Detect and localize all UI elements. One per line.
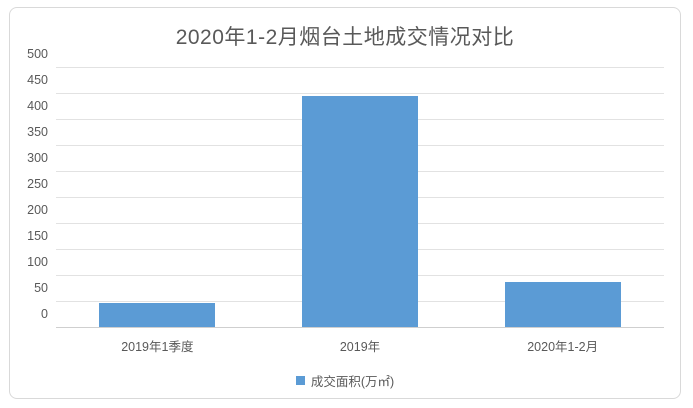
x-axis-line (56, 327, 664, 328)
y-tick-label: 300 (27, 151, 48, 165)
bars-container (56, 67, 664, 327)
bar-slot (56, 67, 259, 327)
y-tick-label: 0 (41, 307, 48, 321)
chart-card: 2020年1-2月烟台土地成交情况对比 0 50 100 150 200 250 300 35… (9, 7, 681, 399)
y-tick-label: 500 (27, 47, 48, 61)
plot-area: 0 50 100 150 200 250 300 350 400 450 500 (27, 47, 664, 328)
gridline (56, 93, 664, 94)
y-tick-label: 400 (27, 99, 48, 113)
y-tick-label: 350 (27, 125, 48, 139)
y-tick-label: 250 (27, 177, 48, 191)
bar (302, 95, 418, 327)
y-tick-label: 50 (34, 281, 48, 295)
x-tick-label: 2019年 (339, 340, 381, 354)
x-tick-label: 2020年1-2月 (527, 340, 599, 354)
chart-title: 2020年1-2月烟台土地成交情况对比 (175, 26, 515, 49)
y-tick-label: 150 (27, 229, 48, 243)
y-tick-label: 100 (27, 255, 48, 269)
bar (504, 281, 621, 327)
y-tick-label: 450 (27, 73, 48, 87)
x-axis: 2019年1季度 2019年 2020年1-2月 (56, 336, 664, 355)
bar-slot (259, 67, 462, 327)
legend-swatch-icon (295, 376, 305, 385)
y-tick-label: 200 (27, 203, 48, 217)
bar-slot (461, 67, 664, 327)
x-tick-label: 2019年1季度 (121, 340, 194, 354)
gridline (56, 67, 664, 68)
bar (99, 303, 216, 327)
legend: 成交面积(万㎡) (10, 371, 680, 390)
legend-label: 成交面积(万㎡) (310, 375, 395, 389)
